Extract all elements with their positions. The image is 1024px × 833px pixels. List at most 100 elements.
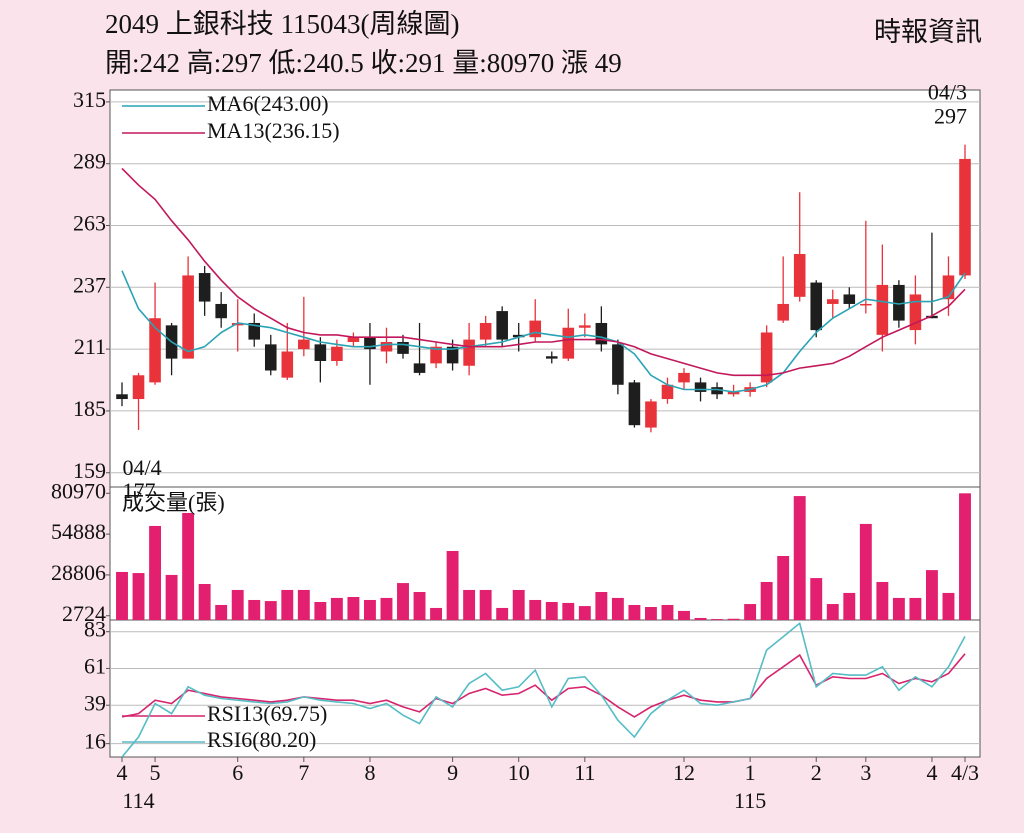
- y-tick-label: 54888: [51, 519, 106, 544]
- candle-body: [678, 372, 690, 383]
- candle-body: [430, 346, 442, 364]
- volume-bar: [578, 606, 591, 620]
- y-tick-label: 80970: [51, 478, 106, 503]
- volume-bar: [165, 574, 178, 620]
- candle-body: [512, 334, 525, 338]
- candle-body: [942, 275, 955, 300]
- legend-label: RSI6(80.20): [207, 727, 316, 752]
- legend-label: MA6(243.00): [207, 91, 329, 116]
- candle-body: [711, 387, 723, 395]
- y-tick-label: 289: [73, 149, 106, 174]
- y-tick-label: 211: [74, 334, 106, 359]
- volume-bar: [810, 578, 823, 620]
- volume-bar: [793, 496, 806, 620]
- legend-label: MA13(236.15): [207, 118, 340, 143]
- x-tick-label: 6: [232, 760, 243, 785]
- volume-bar: [363, 599, 376, 620]
- volume-bar: [529, 599, 542, 620]
- volume-bar: [330, 597, 343, 620]
- candle-body: [347, 337, 360, 342]
- y-tick-label: 28806: [51, 560, 106, 585]
- volume-bar: [149, 525, 162, 620]
- volume-bar: [777, 556, 790, 620]
- volume-bar: [430, 607, 443, 620]
- legend-label: RSI13(69.75): [207, 701, 327, 726]
- y-tick-label: 159: [73, 458, 106, 483]
- volume-bar: [826, 604, 839, 620]
- x-tick-label: 1: [745, 760, 756, 785]
- x-tick-label: 5: [150, 760, 161, 785]
- volume-bar: [397, 583, 409, 620]
- candle-body: [298, 339, 310, 350]
- x-tick-label: 8: [364, 760, 375, 785]
- source: 時報資訊: [874, 17, 982, 47]
- x-tick-label: 2: [811, 760, 822, 785]
- x-tick-label: 4: [926, 760, 937, 785]
- candle-body: [876, 284, 889, 335]
- candle-body: [215, 303, 227, 319]
- candle-body: [760, 332, 773, 383]
- candle-body: [893, 284, 905, 321]
- volume-bar: [198, 584, 211, 620]
- plot-area: [109, 89, 981, 758]
- candle-body: [281, 351, 294, 378]
- volume-bar: [446, 550, 459, 620]
- chart-title: 2049 上銀科技 115043(周線圖): [105, 9, 459, 39]
- x-tick-label: 3: [860, 760, 871, 785]
- volume-bar: [347, 596, 360, 620]
- volume-bar: [876, 581, 889, 620]
- candle-body: [826, 299, 839, 304]
- annotation-label: 04/3: [928, 80, 967, 105]
- candle-body: [579, 325, 591, 328]
- volume-bar: [479, 589, 492, 620]
- candle-body: [793, 254, 806, 297]
- x-tick-label: 4: [117, 760, 128, 785]
- candle-body: [645, 401, 657, 428]
- candle-body: [231, 322, 244, 326]
- candle-body: [182, 275, 194, 359]
- candle-body: [909, 294, 922, 331]
- candle-body: [727, 391, 740, 395]
- volume-bar: [248, 599, 261, 620]
- quote: 開:242 高:297 低:240.5 收:291 量:80970 漲 49: [105, 48, 622, 78]
- candle-body: [413, 363, 426, 373]
- candle-body: [149, 318, 161, 383]
- year-label: 114: [122, 788, 154, 813]
- candle-body: [264, 344, 277, 371]
- volume-bar: [264, 601, 277, 620]
- panel-title: 成交量(張): [122, 490, 225, 515]
- volume-bar: [744, 604, 757, 620]
- volume-bar: [116, 571, 128, 620]
- volume-bar: [678, 610, 690, 620]
- y-tick-label: 2724: [62, 601, 106, 626]
- volume-bar: [611, 597, 624, 620]
- volume-bar: [628, 604, 641, 620]
- volume-bar: [231, 589, 244, 620]
- y-tick-label: 185: [73, 396, 106, 421]
- y-tick-label: 39: [84, 690, 106, 715]
- y-tick-label: 61: [84, 653, 106, 678]
- candle-body: [926, 315, 938, 319]
- candle-body: [463, 339, 475, 366]
- candle-body: [661, 384, 674, 400]
- candle-body: [595, 322, 608, 345]
- volume-bar: [942, 592, 955, 620]
- volume-bar: [760, 581, 773, 620]
- candle-body: [397, 341, 409, 354]
- candle-body: [331, 346, 343, 362]
- volume-bar: [909, 597, 922, 620]
- volume-bar: [892, 597, 905, 620]
- candle-body: [496, 311, 508, 340]
- candle-body: [694, 382, 707, 392]
- candle-body: [116, 394, 128, 400]
- volume-bar: [644, 607, 657, 620]
- volume-bar: [132, 573, 145, 620]
- volume-bar: [314, 602, 327, 620]
- volume-bar: [413, 591, 426, 620]
- volume-bar: [727, 618, 740, 620]
- candle-body: [612, 344, 624, 385]
- year-label: 115: [734, 788, 766, 813]
- candle-body: [628, 382, 641, 426]
- candle-body: [810, 282, 823, 331]
